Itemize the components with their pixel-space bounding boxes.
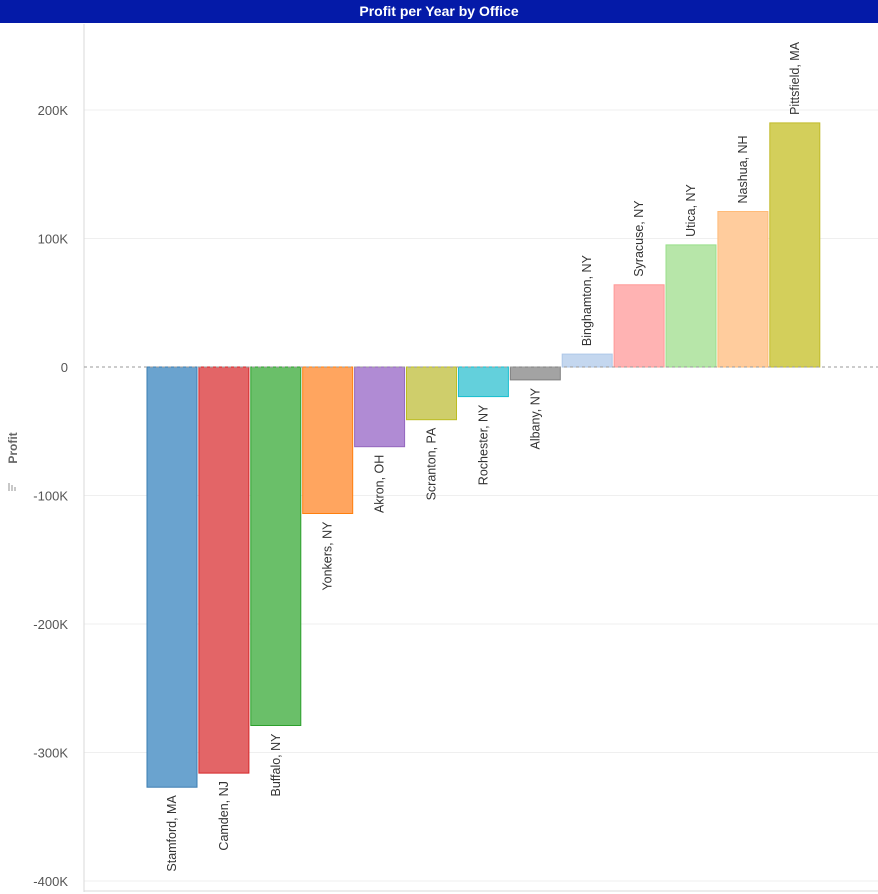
y-tick-label: -100K xyxy=(33,489,68,504)
category-label: Pittsfield, MA xyxy=(788,41,802,115)
bar[interactable] xyxy=(665,244,717,368)
category-label: Scranton, PA xyxy=(425,427,439,500)
category-label: Albany, NY xyxy=(528,387,542,449)
bar[interactable] xyxy=(457,366,509,398)
bar[interactable] xyxy=(717,211,769,368)
category-label: Syracuse, NY xyxy=(632,200,646,277)
y-axis-title: Profit xyxy=(6,432,20,463)
bar[interactable] xyxy=(406,366,457,421)
category-label: Rochester, NY xyxy=(476,404,490,485)
y-tick-label: -400K xyxy=(33,874,68,889)
y-tick-label: 100K xyxy=(38,232,69,247)
category-label: Camden, NJ xyxy=(217,781,231,850)
y-axis-title-group[interactable]: Profit xyxy=(6,432,20,463)
y-axis-ticks: 200K 100K 0 -100K -200K -300K -400K xyxy=(33,103,68,889)
category-label: Yonkers, NY xyxy=(321,521,335,591)
category-label: Nashua, NH xyxy=(736,135,750,203)
y-tick-label: 0 xyxy=(61,360,68,375)
y-tick-label: -300K xyxy=(33,746,68,761)
chart-title: Profit per Year by Office xyxy=(0,0,878,23)
bar[interactable] xyxy=(354,366,406,448)
category-label: Stamford, MA xyxy=(165,795,179,872)
bars xyxy=(146,122,821,788)
y-tick-label: -200K xyxy=(33,617,68,632)
category-label: Binghamton, NY xyxy=(580,254,594,346)
category-labels: Stamford, MA Camden, NJ Buffalo, NY Yonkers… xyxy=(165,41,802,871)
bar[interactable] xyxy=(613,284,665,368)
y-tick-label: 200K xyxy=(38,103,69,118)
bar[interactable] xyxy=(561,353,613,368)
category-label: Akron, OH xyxy=(373,455,387,513)
sort-icon[interactable] xyxy=(8,483,16,491)
bar[interactable] xyxy=(769,122,821,368)
category-label: Utica, NY xyxy=(684,183,698,236)
category-label: Buffalo, NY xyxy=(269,733,283,797)
bar[interactable] xyxy=(302,366,354,514)
bar[interactable] xyxy=(198,366,250,774)
bar[interactable] xyxy=(509,366,561,381)
bar[interactable] xyxy=(250,366,302,726)
bar[interactable] xyxy=(146,366,198,788)
